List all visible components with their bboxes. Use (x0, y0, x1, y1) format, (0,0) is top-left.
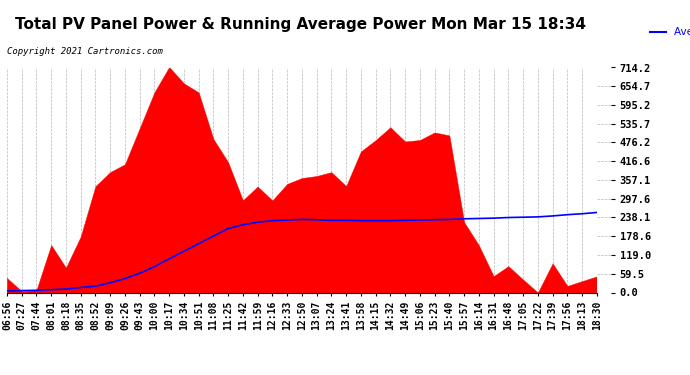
Text: Copyright 2021 Cartronics.com: Copyright 2021 Cartronics.com (7, 47, 163, 56)
Legend: Average(DC Watts), PV Panels(DC Watts): Average(DC Watts), PV Panels(DC Watts) (646, 23, 690, 42)
Text: Total PV Panel Power & Running Average Power Mon Mar 15 18:34: Total PV Panel Power & Running Average P… (14, 17, 586, 32)
